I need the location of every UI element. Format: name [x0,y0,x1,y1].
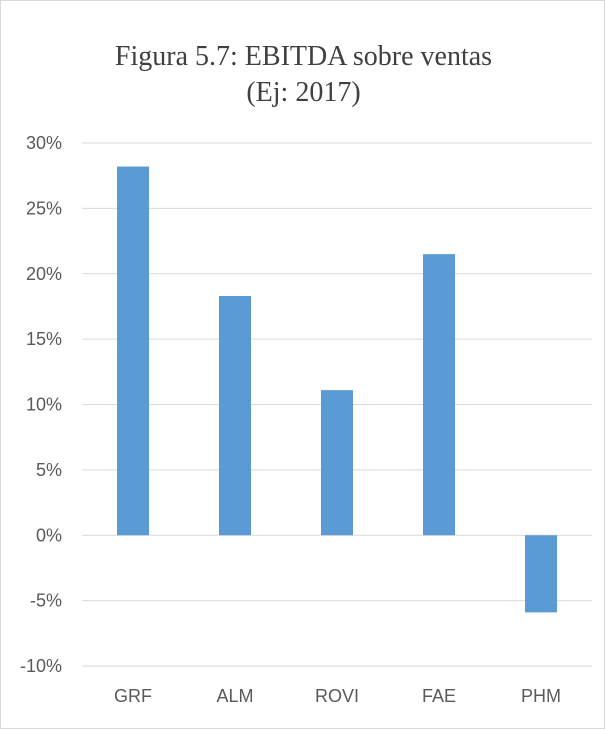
bar-alm [219,295,251,536]
y-tick-label: 15% [26,329,62,349]
x-axis-tick-labels: GRF ALM ROVI FAE PHM [114,686,561,706]
x-tick-label-fae: FAE [422,686,456,706]
bar-rovi [321,390,353,536]
y-axis-tick-labels: -10% -5% 0% 5% 10% 15% 20% 25% 30% [20,133,62,676]
y-tick-label: 5% [36,460,62,480]
bar-fae [423,254,455,536]
chart-title-line-1: Figura 5.7: EBITDA sobre ventas [114,41,493,72]
x-tick-label-phm: PHM [521,686,561,706]
bar-grf [117,166,149,536]
y-tick-label: -5% [30,591,62,611]
y-tick-label: 30% [26,133,62,153]
y-tick-label: 0% [36,525,62,545]
y-tick-label: 25% [26,198,62,218]
y-tick-label: -10% [20,656,62,676]
y-tick-label: 20% [26,264,62,284]
x-tick-label-alm: ALM [216,686,253,706]
bars [117,166,557,613]
y-tick-label: 10% [26,395,62,415]
chart-title: Figura 5.7: EBITDA sobre ventas (Ej: 201… [1,39,605,111]
chart-title-line-2: (Ej: 2017) [246,77,361,108]
x-tick-label-grf: GRF [114,686,152,706]
bar-phm [525,535,557,613]
x-tick-label-rovi: ROVI [315,686,359,706]
